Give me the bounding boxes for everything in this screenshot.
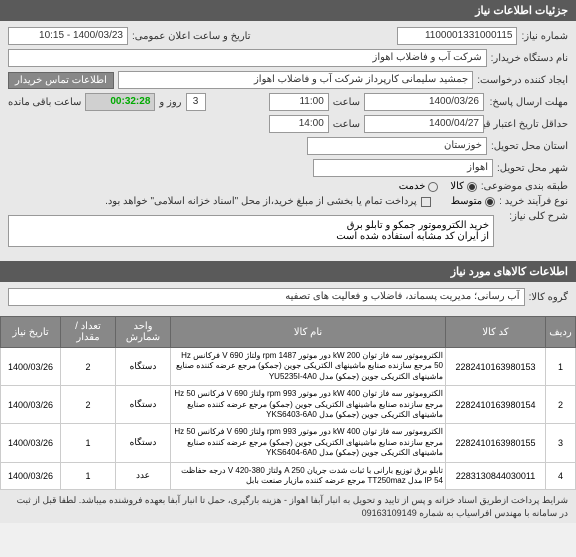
radio-icon [467, 182, 477, 192]
day-label: روز و [159, 97, 181, 108]
budget-goods-label: کالا [450, 181, 464, 192]
cell-idx: 3 [546, 424, 576, 462]
th-row: ردیف [546, 317, 576, 348]
delivery-city-field: اهواز [313, 159, 493, 177]
cell-qty: 2 [61, 386, 116, 424]
deadline-hour-field: 11:00 [269, 93, 329, 111]
radio-icon [428, 182, 438, 192]
announce-field: 1400/03/23 - 10:15 [8, 27, 128, 45]
validity-label: حداقل تاریخ اعتبار قیمتها: [488, 119, 568, 130]
delivery-state-field: خوزستان [307, 137, 487, 155]
footer-note: شرایط پرداخت ازطریق اسناد خزانه و پس از … [0, 490, 576, 523]
delivery-city-label: شهر محل تحویل: [497, 163, 568, 174]
cell-name: تابلو برق توزیع بارانی با ثبات شدت جریان… [171, 462, 446, 490]
need-number-label: شماره نیاز: [521, 31, 568, 42]
cell-unit: عدد [116, 462, 171, 490]
cell-unit: دستگاه [116, 348, 171, 386]
radio-icon [485, 197, 495, 207]
page-header: جزئیات اطلاعات نیاز [0, 0, 576, 21]
cell-name: الکتروموتور سه فاز توان kW 400 دور موتور… [171, 424, 446, 462]
budget-goods-radio[interactable]: کالا [450, 181, 477, 192]
table-row[interactable]: 42283130844030011تابلو برق توزیع بارانی … [1, 462, 576, 490]
day-val-field: 3 [186, 93, 206, 111]
cell-qty: 1 [61, 462, 116, 490]
th-date: تاریخ نیاز [1, 317, 61, 348]
need-number-field: 1100001331000115 [397, 27, 517, 45]
goods-table: ردیف کد کالا نام کالا واحد شمارش تعداد /… [0, 316, 576, 490]
cell-name: الکتروموتور سه فاز توان kW 400 دور موتور… [171, 386, 446, 424]
table-row[interactable]: 12282410163980153الکتروموتور سه فاز توان… [1, 348, 576, 386]
hour-label-1: ساعت [333, 97, 360, 108]
page-title: جزئیات اطلاعات نیاز [475, 5, 568, 17]
desc-label: شرح کلی نیاز: [498, 211, 568, 222]
cell-name: الکتروموتور سه فاز توان kW 200 دور موتور… [171, 348, 446, 386]
creator-field: جمشید سلیمانی کارپرداز شرکت آب و فاضلاب … [118, 71, 473, 89]
cell-date: 1400/03/26 [1, 348, 61, 386]
process-label: نوع فرآیند خرید : [499, 196, 568, 207]
table-row[interactable]: 22282410163980154الکتروموتور سه فاز توان… [1, 386, 576, 424]
goods-group-label: گروه کالا: [529, 292, 568, 303]
process-medium-radio[interactable]: متوسط [451, 196, 495, 207]
cell-date: 1400/03/26 [1, 462, 61, 490]
delivery-state-label: استان محل تحویل: [491, 141, 568, 152]
remain-time-field: 00:32:28 [85, 93, 155, 111]
contact-button[interactable]: اطلاعات تماس خریدار [8, 72, 114, 89]
budget-service-label: خدمت [399, 181, 426, 192]
cell-code: 2282410163980153 [446, 348, 546, 386]
cell-qty: 2 [61, 348, 116, 386]
cell-idx: 4 [546, 462, 576, 490]
buyer-org-field: شرکت آب و فاضلاب اهواز [8, 49, 487, 67]
goods-header: اطلاعات کالاهای مورد نیاز [0, 261, 576, 282]
cell-code: 2282410163980154 [446, 386, 546, 424]
payment-checkbox[interactable] [421, 197, 431, 207]
th-code: کد کالا [446, 317, 546, 348]
budget-label: طبقه بندی موضوعی: [481, 181, 568, 192]
cell-code: 2283130844030011 [446, 462, 546, 490]
desc-box: خرید الکتروموتور جمکو و تابلو برق از ایر… [8, 215, 494, 247]
buyer-org-label: نام دستگاه خریدار: [491, 53, 568, 64]
th-qty: تعداد / مقدار [61, 317, 116, 348]
form-section: شماره نیاز: 1100001331000115 تاریخ و ساع… [0, 21, 576, 261]
cell-code: 2282410163980155 [446, 424, 546, 462]
remain-label: ساعت باقی مانده [8, 97, 81, 108]
th-name: نام کالا [171, 317, 446, 348]
cell-qty: 1 [61, 424, 116, 462]
goods-header-title: اطلاعات کالاهای مورد نیاز [451, 266, 568, 278]
th-unit: واحد شمارش [116, 317, 171, 348]
cell-unit: دستگاه [116, 386, 171, 424]
budget-service-radio[interactable]: خدمت [399, 181, 439, 192]
deadline-label: مهلت ارسال پاسخ: [488, 97, 568, 108]
creator-label: ایجاد کننده درخواست: [477, 75, 568, 86]
table-header-row: ردیف کد کالا نام کالا واحد شمارش تعداد /… [1, 317, 576, 348]
cell-idx: 1 [546, 348, 576, 386]
cell-date: 1400/03/26 [1, 386, 61, 424]
hour-label-2: ساعت [333, 119, 360, 130]
cell-idx: 2 [546, 386, 576, 424]
validity-date-field: 1400/04/27 [364, 115, 484, 133]
process-medium-label: متوسط [451, 196, 482, 207]
announce-label: تاریخ و ساعت اعلان عمومی: [132, 31, 251, 42]
goods-section: گروه کالا: آب رسانی؛ مدیریت پسماند، فاضل… [0, 282, 576, 316]
validity-hour-field: 14:00 [269, 115, 329, 133]
cell-date: 1400/03/26 [1, 424, 61, 462]
cell-unit: دستگاه [116, 424, 171, 462]
table-row[interactable]: 32282410163980155الکتروموتور سه فاز توان… [1, 424, 576, 462]
goods-group-field: آب رسانی؛ مدیریت پسماند، فاضلاب و فعالیت… [8, 288, 525, 306]
budget-radio-group: کالا خدمت [399, 181, 477, 192]
deadline-date-field: 1400/03/26 [364, 93, 484, 111]
payment-note: پرداخت تمام یا بخشی از مبلغ خرید،از محل … [105, 196, 417, 207]
